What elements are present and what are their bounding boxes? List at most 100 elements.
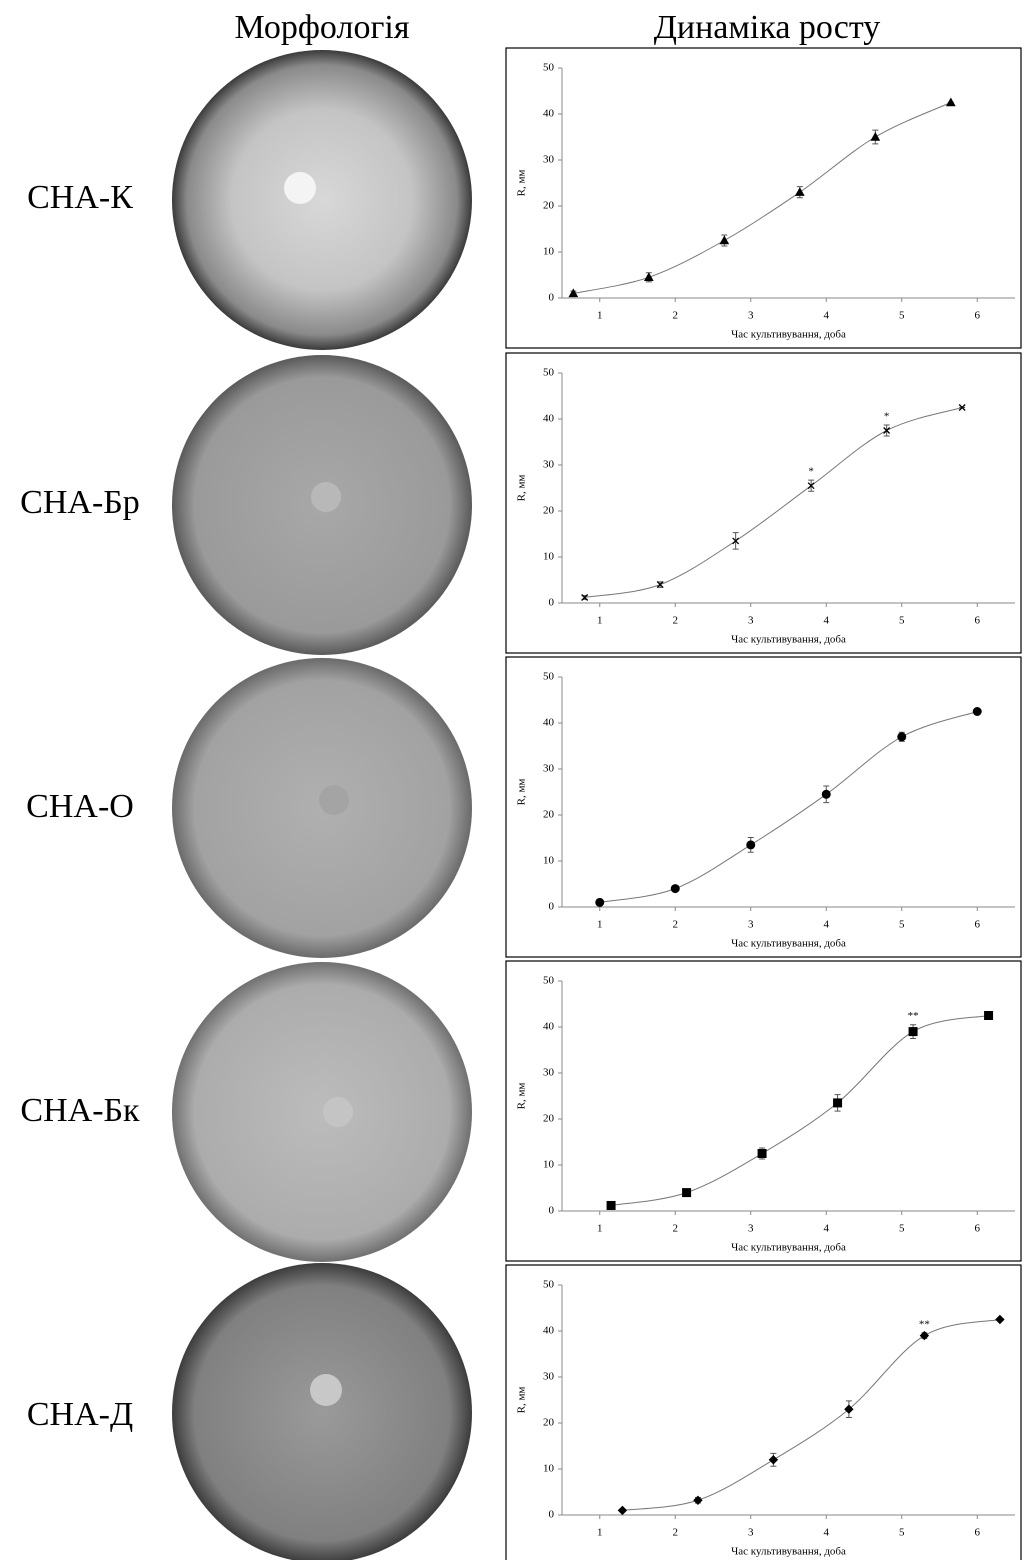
x-tick-label: 1 <box>597 310 603 322</box>
x-tick-label: 6 <box>975 310 981 322</box>
x-tick-label: 2 <box>673 919 679 931</box>
chart-frame <box>506 353 1021 653</box>
x-tick-label: 1 <box>597 1223 603 1235</box>
chart: 01020304050123456Час культивування, доба… <box>506 657 1021 957</box>
x-axis-title: Час культивування, доба <box>731 634 846 646</box>
y-tick-label: 0 <box>549 1509 555 1521</box>
figure: Морфологія Динаміка росту СНА-К СНА-Бр СНА… <box>0 0 1024 1560</box>
plates <box>172 50 472 1560</box>
row-label: СНА-К <box>27 179 133 216</box>
y-tick-label: 20 <box>543 1113 555 1125</box>
x-tick-label: 3 <box>748 919 754 931</box>
y-tick-label: 20 <box>543 1417 555 1429</box>
y-axis-title: R, мм <box>516 1083 528 1110</box>
y-tick-label: 40 <box>543 108 555 120</box>
x-tick-label: 4 <box>824 1223 830 1235</box>
x-tick-label: 5 <box>899 1527 905 1539</box>
x-tick-label: 4 <box>824 615 830 627</box>
point <box>607 1201 615 1209</box>
x-tick-label: 3 <box>748 310 754 322</box>
x-tick-label: 6 <box>975 1527 981 1539</box>
y-tick-label: 30 <box>543 1371 555 1383</box>
x-tick-label: 4 <box>824 1527 830 1539</box>
y-tick-label: 20 <box>543 505 555 517</box>
plate-inoculum <box>323 1097 353 1127</box>
chart-frame <box>506 961 1021 1261</box>
x-tick-label: 4 <box>824 310 830 322</box>
x-tick-label: 1 <box>597 1527 603 1539</box>
y-tick-label: 10 <box>543 551 555 563</box>
x-tick-label: 3 <box>748 1223 754 1235</box>
y-tick-label: 10 <box>543 1463 555 1475</box>
row-label: СНА-О <box>26 788 134 825</box>
y-tick-label: 10 <box>543 855 555 867</box>
point <box>822 790 830 798</box>
plate-photo <box>172 50 472 350</box>
y-tick-label: 10 <box>543 1159 555 1171</box>
chart-frame <box>506 1265 1021 1560</box>
x-tick-label: 6 <box>975 1223 981 1235</box>
y-tick-label: 0 <box>549 292 555 304</box>
x-axis-title: Час культивування, доба <box>731 1546 846 1558</box>
chart: 01020304050123456Час культивування, доба… <box>506 48 1021 348</box>
x-axis-title: Час культивування, доба <box>731 938 846 950</box>
y-tick-label: 30 <box>543 154 555 166</box>
point <box>671 885 679 893</box>
significance-label: * <box>808 466 814 478</box>
y-axis-title: R, мм <box>516 170 528 197</box>
plate-inoculum <box>311 482 341 512</box>
significance-label: * <box>884 411 890 423</box>
y-axis-title: R, мм <box>516 1387 528 1414</box>
y-tick-label: 30 <box>543 1067 555 1079</box>
y-tick-label: 0 <box>549 597 555 609</box>
y-tick-label: 40 <box>543 1325 555 1337</box>
significance-label: ** <box>919 1318 930 1330</box>
y-tick-label: 40 <box>543 413 555 425</box>
x-axis-title: Час культивування, доба <box>731 329 846 341</box>
y-tick-label: 30 <box>543 459 555 471</box>
significance-label: ** <box>908 1010 919 1022</box>
point <box>683 1189 691 1197</box>
x-tick-label: 2 <box>673 1527 679 1539</box>
plate-inoculum <box>319 785 349 815</box>
y-tick-label: 10 <box>543 246 555 258</box>
x-tick-label: 5 <box>899 1223 905 1235</box>
x-tick-label: 2 <box>673 1223 679 1235</box>
y-tick-label: 50 <box>543 671 555 683</box>
x-tick-label: 4 <box>824 919 830 931</box>
x-tick-label: 6 <box>975 615 981 627</box>
x-tick-label: 5 <box>899 919 905 931</box>
point <box>909 1028 917 1036</box>
x-tick-label: 3 <box>748 1527 754 1539</box>
row-label: СНА-Бк <box>20 1092 140 1129</box>
plate-photo <box>172 962 472 1262</box>
point <box>834 1099 842 1107</box>
y-tick-label: 0 <box>549 901 555 913</box>
y-tick-label: 30 <box>543 763 555 775</box>
point <box>758 1150 766 1158</box>
y-tick-label: 40 <box>543 1021 555 1033</box>
plate-inoculum <box>284 172 316 204</box>
x-tick-label: 1 <box>597 615 603 627</box>
y-tick-label: 20 <box>543 200 555 212</box>
column-title: Морфологія <box>235 9 410 46</box>
row-label: СНА-Бр <box>20 484 140 521</box>
x-tick-label: 2 <box>673 310 679 322</box>
row-label: СНА-Д <box>27 1396 133 1433</box>
y-tick-label: 0 <box>549 1205 555 1217</box>
point <box>898 733 906 741</box>
column-title: Динаміка росту <box>654 9 881 46</box>
point <box>973 708 981 716</box>
chart-frame <box>506 657 1021 957</box>
y-tick-label: 50 <box>543 367 555 379</box>
y-axis-title: R, мм <box>516 475 528 502</box>
x-tick-label: 5 <box>899 310 905 322</box>
point <box>747 841 755 849</box>
x-tick-label: 2 <box>673 615 679 627</box>
y-tick-label: 20 <box>543 809 555 821</box>
chart-frame <box>506 48 1021 348</box>
plate-inoculum <box>310 1374 342 1406</box>
x-tick-label: 5 <box>899 615 905 627</box>
